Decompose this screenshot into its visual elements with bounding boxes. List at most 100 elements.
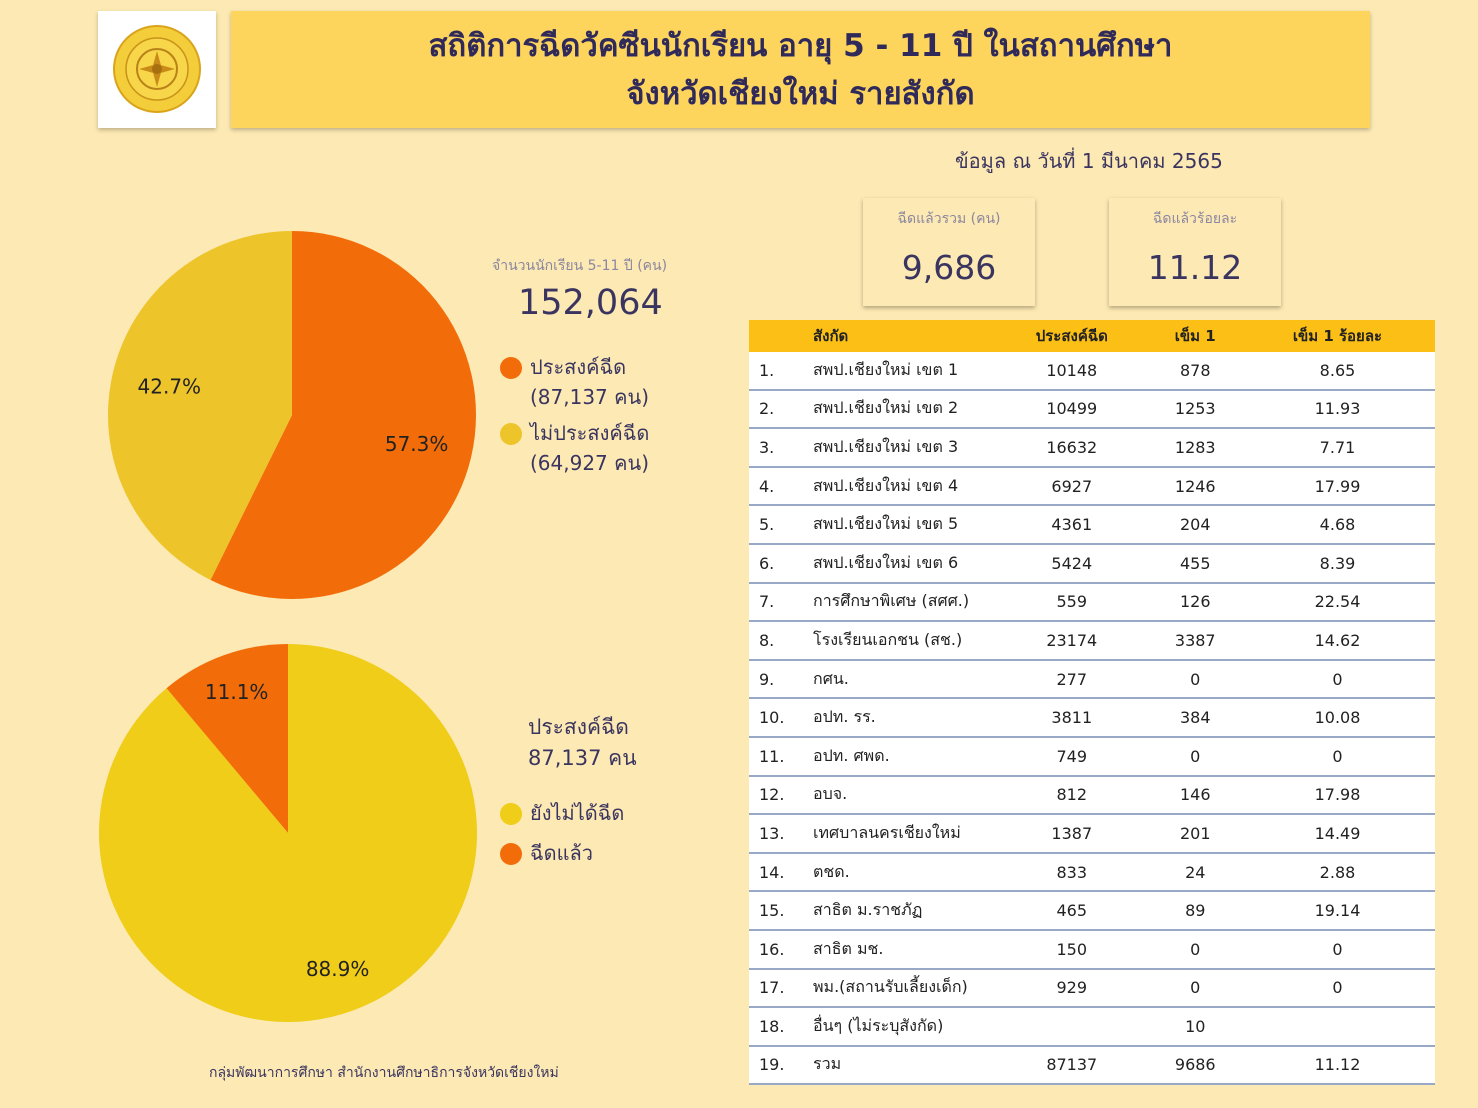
- row-number: 12.: [749, 775, 813, 816]
- row-number: 5.: [749, 505, 813, 545]
- legend-item-not-intend: ไม่ประสงค์ฉีด (64,927 คน): [500, 418, 710, 478]
- intent-count: 87137: [993, 1045, 1151, 1086]
- affiliation-name: สาธิต มช.: [813, 929, 993, 970]
- dose1-count: 9686: [1150, 1045, 1240, 1086]
- pie-slice: [210, 231, 476, 599]
- pie2-title-line2: 87,137 คน: [528, 746, 637, 770]
- dose1-count: 3387: [1150, 621, 1240, 661]
- intent-count: [993, 1007, 1151, 1047]
- row-number: 9.: [749, 659, 813, 700]
- intent-count: 150: [993, 929, 1151, 970]
- dose1-percent: 10.08: [1239, 698, 1435, 738]
- intent-count: 833: [993, 852, 1151, 893]
- affiliation-name: อปท. รร.: [813, 698, 993, 738]
- affiliation-name: สพป.เชียงใหม่ เขต 1: [813, 352, 993, 391]
- legend-dot-orange-icon: [500, 357, 522, 379]
- dose1-percent: 8.65: [1239, 352, 1435, 391]
- dose1-count: 878: [1150, 352, 1240, 391]
- legend-dot-orange-icon: [500, 843, 522, 865]
- pie-slice-label: 57.3%: [385, 432, 449, 456]
- dose1-percent: 2.88: [1239, 852, 1435, 893]
- intent-count: 4361: [993, 505, 1151, 545]
- dose1-count: 89: [1150, 891, 1240, 931]
- dose1-count: 10: [1150, 1007, 1240, 1047]
- table-row: 4. สพป.เชียงใหม่ เขต 4 6927 1246 17.99: [749, 466, 1435, 507]
- dose1-count: 384: [1150, 698, 1240, 738]
- row-number: 1.: [749, 352, 813, 391]
- intent-count: 10148: [993, 352, 1151, 391]
- emblem-icon: [113, 25, 201, 113]
- dose1-count: 0: [1150, 929, 1240, 970]
- affiliation-name: อปท. ศพด.: [813, 736, 993, 777]
- affiliation-name: สพป.เชียงใหม่ เขต 5: [813, 505, 993, 545]
- affiliation-name: เทศบาลนครเชียงใหม่: [813, 814, 993, 854]
- table-row: 7. การศึกษาพิเศษ (สศศ.) 559 126 22.54: [749, 582, 1435, 623]
- dose1-percent: [1239, 1007, 1435, 1047]
- table-row: 5. สพป.เชียงใหม่ เขต 5 4361 204 4.68: [749, 505, 1435, 545]
- affiliation-name: พม.(สถานรับเลี้ยงเด็ก): [813, 968, 993, 1009]
- dose1-count: 204: [1150, 505, 1240, 545]
- row-number: 13.: [749, 814, 813, 854]
- table-row: 17. พม.(สถานรับเลี้ยงเด็ก) 929 0 0: [749, 968, 1435, 1009]
- dose1-count: 0: [1150, 659, 1240, 700]
- dose1-percent: 14.62: [1239, 621, 1435, 661]
- intent-count: 465: [993, 891, 1151, 931]
- dose1-count: 126: [1150, 582, 1240, 623]
- table-row: 12. อบจ. 812 146 17.98: [749, 775, 1435, 816]
- affiliation-name: สาธิต ม.ราชภัฏ: [813, 891, 993, 931]
- row-number: 3.: [749, 428, 813, 468]
- percent-vaccinated-card: ฉีดแล้วร้อยละ 11.12: [1109, 198, 1281, 306]
- legend-item-not-yet: ยังไม่ได้ฉีด: [500, 798, 700, 828]
- table-row: 18. อื่นๆ (ไม่ระบุสังกัด) 10: [749, 1007, 1435, 1047]
- dose1-percent: 4.68: [1239, 505, 1435, 545]
- pie-chart-intent: 57.3% 42.7%: [107, 231, 476, 599]
- affiliation-name: การศึกษาพิเศษ (สศศ.): [813, 582, 993, 623]
- table-header-row: สังกัด ประสงค์ฉีด เข็ม 1 เข็ม 1 ร้อยละ: [749, 320, 1435, 352]
- legend-item-intend: ประสงค์ฉีด (87,137 คน): [500, 352, 710, 412]
- page-title-line1: สถิติการฉีดวัคซีนนักเรียน อายุ 5 - 11 ปี…: [428, 27, 1173, 64]
- student-total-value: 152,064: [518, 283, 663, 323]
- affiliation-name: กศน.: [813, 659, 993, 700]
- percent-vaccinated-value: 11.12: [1147, 248, 1243, 287]
- table-row: 19. รวม 87137 9686 11.12: [749, 1045, 1435, 1086]
- table-row: 6. สพป.เชียงใหม่ เขต 6 5424 455 8.39: [749, 543, 1435, 584]
- dose1-count: 0: [1150, 968, 1240, 1009]
- row-number: 11.: [749, 736, 813, 777]
- intent-count: 10499: [993, 389, 1151, 430]
- intent-count: 929: [993, 968, 1151, 1009]
- col-header-intent: ประสงค์ฉีด: [993, 320, 1151, 352]
- table-row: 3. สพป.เชียงใหม่ เขต 3 16632 1283 7.71: [749, 428, 1435, 468]
- intent-count: 277: [993, 659, 1151, 700]
- dose1-count: 201: [1150, 814, 1240, 854]
- dose1-percent: 19.14: [1239, 891, 1435, 931]
- table-row: 1. สพป.เชียงใหม่ เขต 1 10148 878 8.65: [749, 352, 1435, 391]
- dose1-percent: 0: [1239, 659, 1435, 700]
- pie2-title: ประสงค์ฉีด 87,137 คน: [528, 712, 637, 774]
- table-row: 10. อปท. รร. 3811 384 10.08: [749, 698, 1435, 738]
- data-date: ข้อมูล ณ วันที่ 1 มีนาคม 2565: [955, 149, 1223, 173]
- legend-label: ไม่ประสงค์ฉีด (64,927 คน): [530, 421, 650, 475]
- affiliation-name: ตชด.: [813, 852, 993, 893]
- row-number: 2.: [749, 389, 813, 430]
- legend-dot-yellow-icon: [500, 423, 522, 445]
- dose1-count: 146: [1150, 775, 1240, 816]
- affiliation-table: สังกัด ประสงค์ฉีด เข็ม 1 เข็ม 1 ร้อยละ 1…: [749, 320, 1435, 1086]
- affiliation-name: อบจ.: [813, 775, 993, 816]
- percent-vaccinated-label: ฉีดแล้วร้อยละ: [1152, 211, 1238, 227]
- logo: [98, 11, 216, 128]
- row-number: 19.: [749, 1045, 813, 1086]
- row-number: 4.: [749, 466, 813, 507]
- table-row: 15. สาธิต ม.ราชภัฏ 465 89 19.14: [749, 891, 1435, 931]
- table-row: 16. สาธิต มช. 150 0 0: [749, 929, 1435, 970]
- table-row: 14. ตชด. 833 24 2.88: [749, 852, 1435, 893]
- table-row: 2. สพป.เชียงใหม่ เขต 2 10499 1253 11.93: [749, 389, 1435, 430]
- legend-label: ยังไม่ได้ฉีด: [530, 801, 625, 825]
- dose1-percent: 0: [1239, 929, 1435, 970]
- row-number: 17.: [749, 968, 813, 1009]
- pie-slice: [166, 644, 288, 833]
- dose1-percent: 14.49: [1239, 814, 1435, 854]
- row-number: 10.: [749, 698, 813, 738]
- legend-label: ประสงค์ฉีด (87,137 คน): [530, 355, 649, 409]
- total-vaccinated-card: ฉีดแล้วรวม (คน) 9,686: [863, 198, 1035, 306]
- total-vaccinated-value: 9,686: [901, 248, 997, 287]
